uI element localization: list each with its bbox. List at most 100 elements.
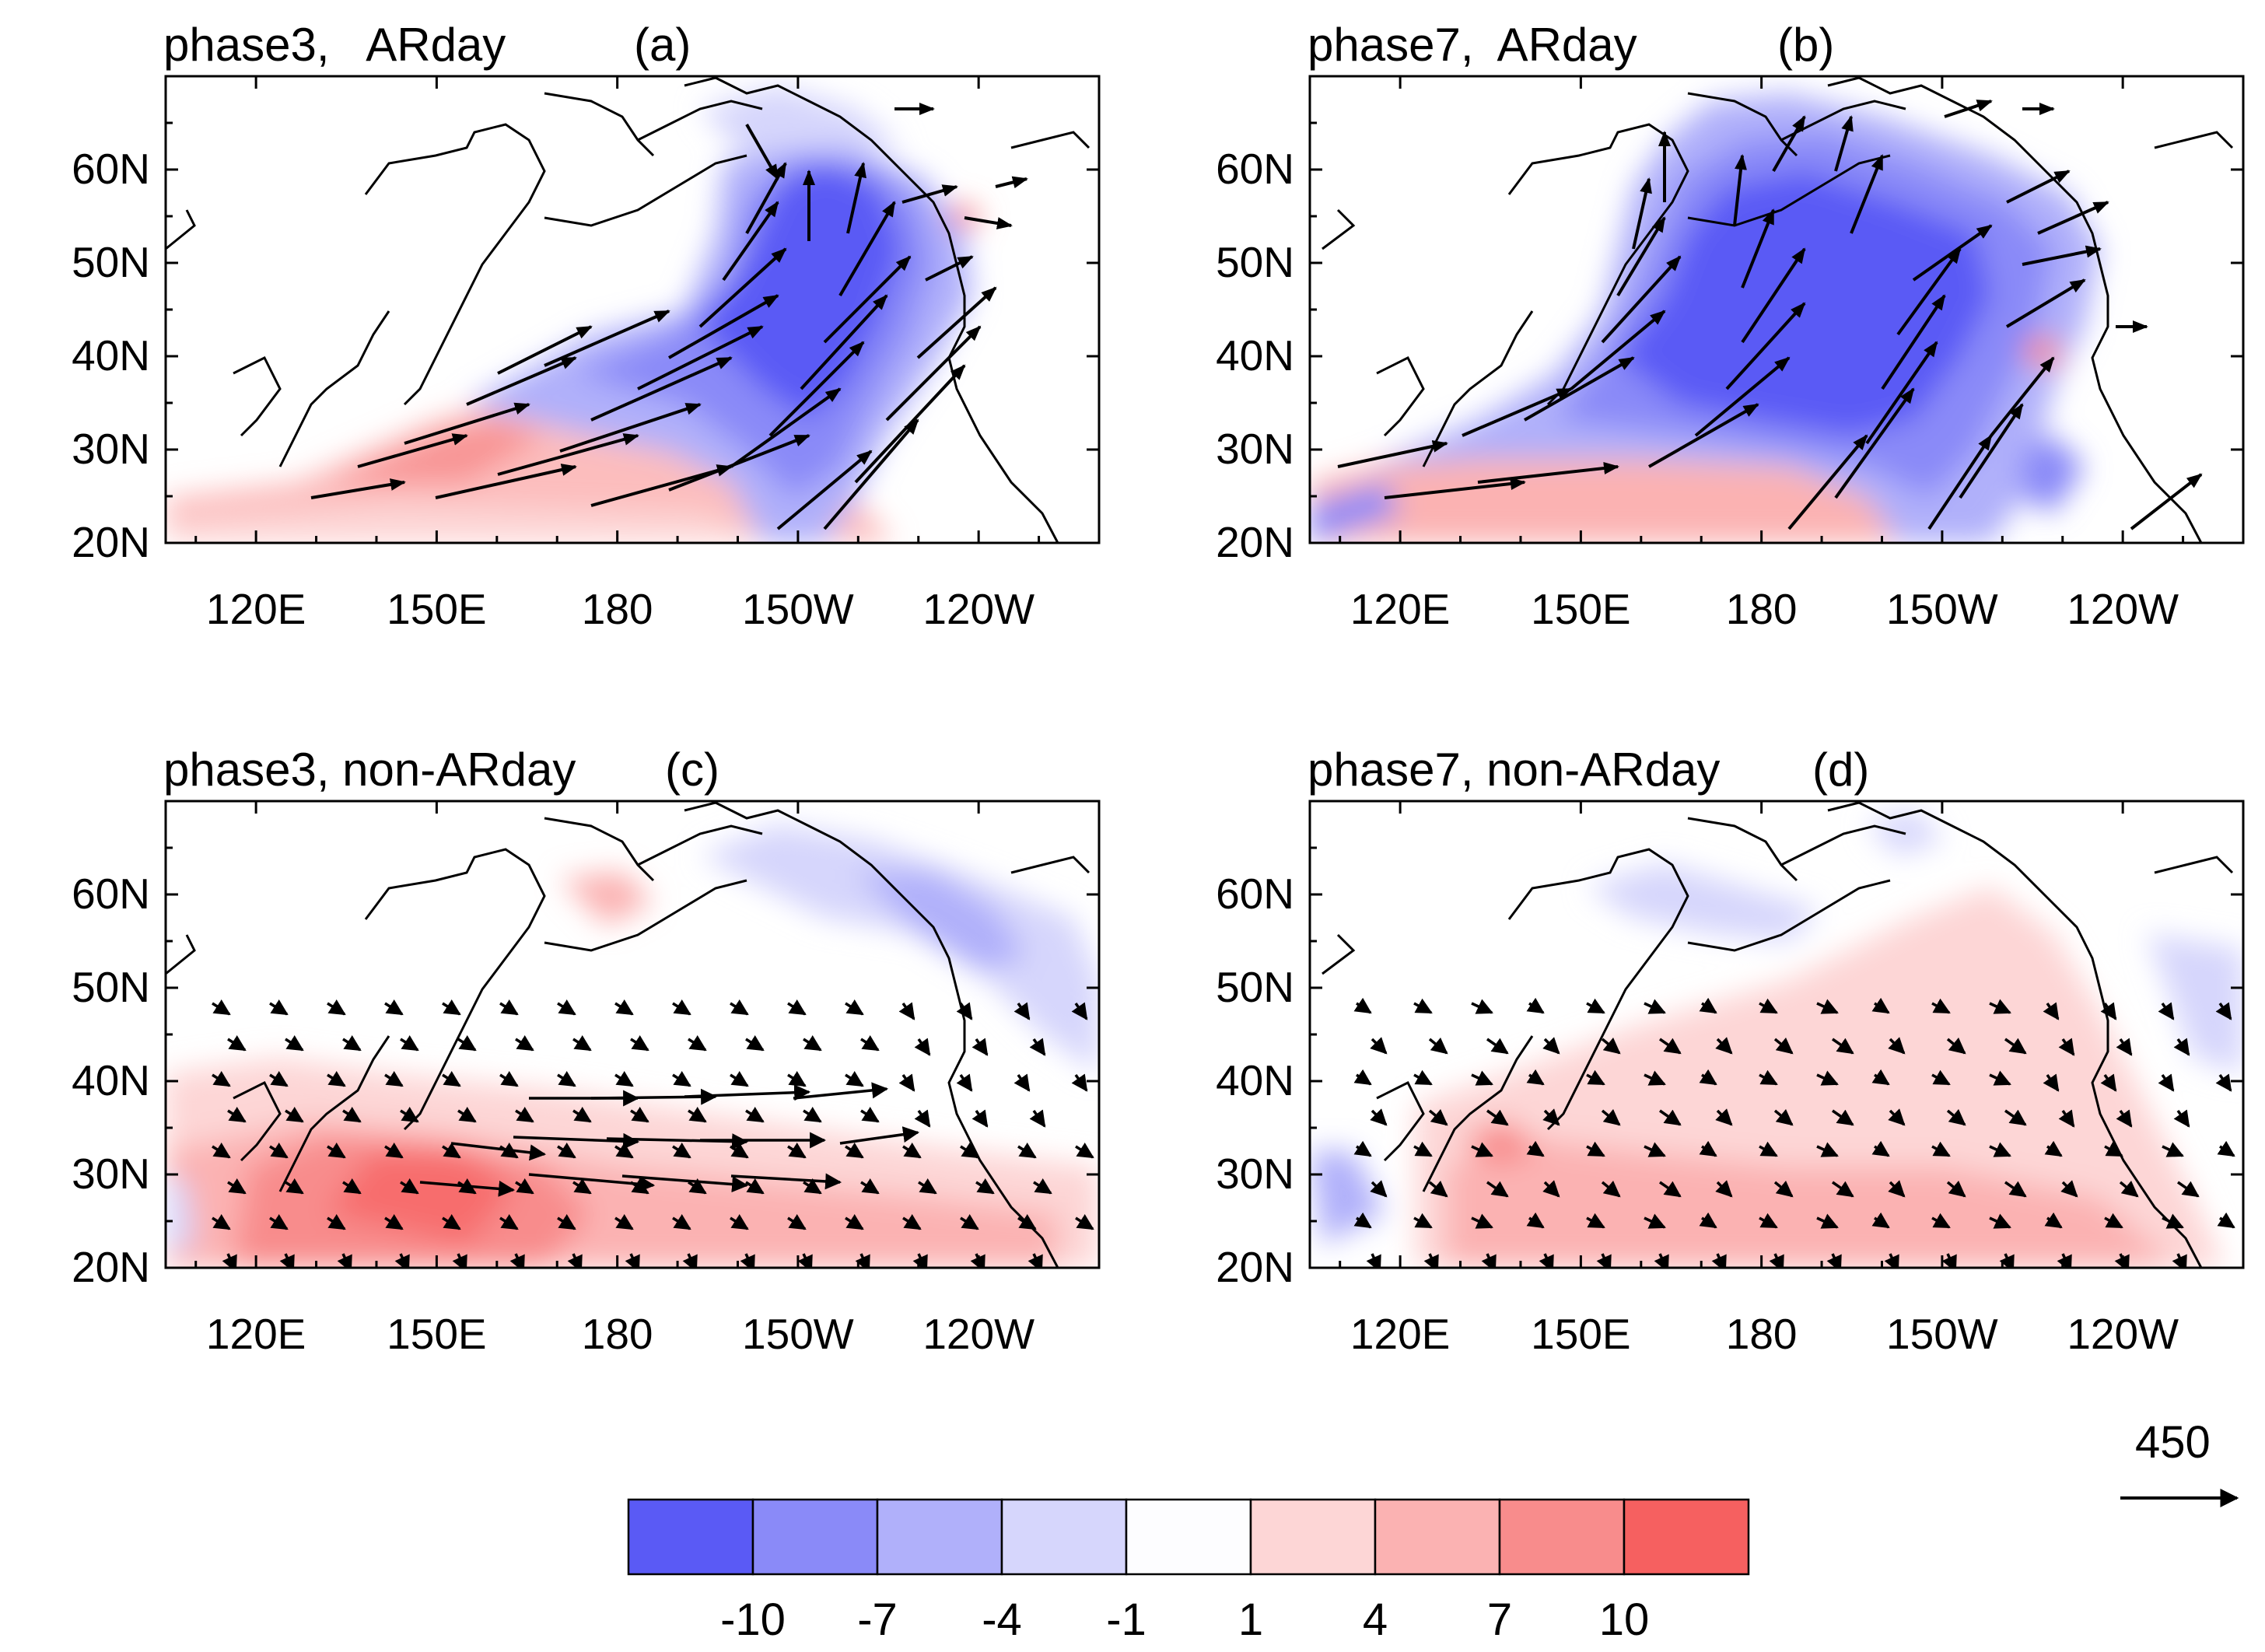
vector-arrow <box>1699 1212 1717 1229</box>
vector-arrow <box>730 1213 749 1230</box>
vector-arrow <box>1071 1073 1088 1092</box>
colorbar-level-label: -1 <box>1106 1594 1147 1645</box>
vector-arrow <box>745 1106 765 1123</box>
vector-arrow <box>557 1213 576 1230</box>
vector-arrow <box>1013 1002 1031 1020</box>
vector-arrow <box>499 1142 519 1159</box>
vector-arrow <box>1539 1253 1554 1268</box>
vector-arrow <box>1353 997 1372 1014</box>
reference-vector-label: 450 <box>2135 1417 2211 1468</box>
vector-arrow <box>1715 1037 1733 1055</box>
panel-b-title: phase7, ARday <box>1308 19 1637 71</box>
vector-arrow <box>394 1253 410 1268</box>
vector-arrow <box>745 1178 765 1195</box>
vector-arrow <box>342 1106 362 1123</box>
vector-arrow <box>442 999 461 1016</box>
vector-arrow <box>1526 1069 1545 1086</box>
longitude-label: 150W <box>742 1310 854 1358</box>
vector-arrow <box>730 1070 749 1087</box>
panel-c-letter: (c) <box>665 744 719 796</box>
vector-arrow <box>1366 1253 1381 1268</box>
vector-arrow <box>1941 1253 1957 1268</box>
vector-arrow <box>1871 1140 1890 1157</box>
vector-arrow <box>1596 1253 1612 1268</box>
vector-arrow <box>1428 1180 1448 1198</box>
vector-arrow <box>327 1142 346 1159</box>
vector-arrow <box>1715 1108 1733 1126</box>
vector-arrow <box>1888 1180 1906 1198</box>
vector-arrow <box>1428 1108 1448 1126</box>
colorbar-swatch <box>1498 1498 1626 1576</box>
vector-arrow <box>1816 1213 1839 1229</box>
panel-d-title: phase7, non-ARday <box>1308 744 1721 796</box>
vector-arrow <box>960 1142 979 1159</box>
vector-arrow <box>855 1253 870 1268</box>
vector-arrow <box>269 999 289 1016</box>
vector-arrow <box>1471 1142 1493 1157</box>
vector-arrow <box>1353 1140 1372 1157</box>
vector-arrow <box>1946 1108 1966 1126</box>
vector-arrow <box>1644 1213 1666 1229</box>
latitude-label: 50N <box>1216 963 1294 1011</box>
vector-arrow <box>1486 1038 1509 1055</box>
vector-arrow <box>1029 1109 1046 1128</box>
longitude-label: 120W <box>2067 585 2179 633</box>
vector-arrow <box>1428 1037 1448 1055</box>
vector-arrow <box>1013 1073 1031 1092</box>
vector-arrow <box>2173 1038 2190 1056</box>
vector-arrow <box>2116 1038 2133 1056</box>
longitude-label: 150W <box>1886 585 1998 633</box>
vector-arrow <box>2104 1213 2123 1229</box>
longitude-label: 150W <box>1886 1310 1998 1358</box>
vector-arrow <box>1989 1142 2011 1157</box>
vector-arrow <box>212 999 231 1016</box>
vector-arrow <box>787 999 807 1016</box>
vector-arrow <box>572 1106 592 1123</box>
vector-arrow <box>1832 1109 1854 1126</box>
vector-arrow <box>1871 1212 1890 1229</box>
colorbar-swatch <box>1623 1498 1750 1576</box>
colorbar-swatch <box>1249 1498 1377 1576</box>
vector-arrow <box>803 1178 822 1195</box>
vector-arrow <box>1586 1213 1605 1229</box>
vector-arrow <box>2158 1002 2175 1020</box>
colorbar-swatch <box>751 1498 879 1576</box>
latitude-label: 50N <box>1216 238 1294 286</box>
vector-arrow <box>845 1070 864 1087</box>
latitude-label: 40N <box>72 1056 150 1104</box>
vector-arrow <box>914 1038 931 1056</box>
vector-arrow <box>572 1178 592 1195</box>
vector-arrow <box>740 1253 755 1268</box>
vector-arrow <box>2058 1038 2075 1056</box>
vector-arrow <box>1526 1212 1545 1229</box>
longitude-label: 120E <box>205 1310 306 1358</box>
vector-arrow <box>1413 1069 1433 1086</box>
vector-arrow <box>902 1142 922 1159</box>
panel-a <box>164 75 1101 544</box>
vector-arrow <box>269 1070 289 1087</box>
vector-arrow <box>212 1213 231 1230</box>
longitude-label: 120W <box>2067 1310 2179 1358</box>
vector-arrow <box>614 999 634 1016</box>
vector-arrow <box>1017 1142 1037 1159</box>
vector-arrow <box>1832 1181 1854 1198</box>
vector-arrow <box>672 1213 691 1230</box>
vector-arrow <box>557 1142 576 1159</box>
vector-arrow <box>557 1070 576 1087</box>
vector-arrow <box>227 1178 247 1195</box>
vector-arrow <box>572 1034 592 1052</box>
vector-arrow <box>1816 1070 1839 1086</box>
vector-arrow <box>1711 1253 1727 1268</box>
vector-arrow <box>2004 1181 2027 1198</box>
panel-c <box>164 800 1101 1269</box>
colorbar-swatch <box>1000 1498 1128 1576</box>
vector-arrow <box>845 1213 864 1230</box>
vector-arrow <box>956 1002 973 1020</box>
vector-arrow <box>1027 1253 1043 1268</box>
vector-arrow <box>1370 1037 1388 1055</box>
vector-arrow <box>1816 1142 1839 1157</box>
vector-arrow <box>2100 1073 2117 1092</box>
vector-arrow <box>1586 1141 1605 1157</box>
vector-arrow <box>1542 1037 1560 1055</box>
